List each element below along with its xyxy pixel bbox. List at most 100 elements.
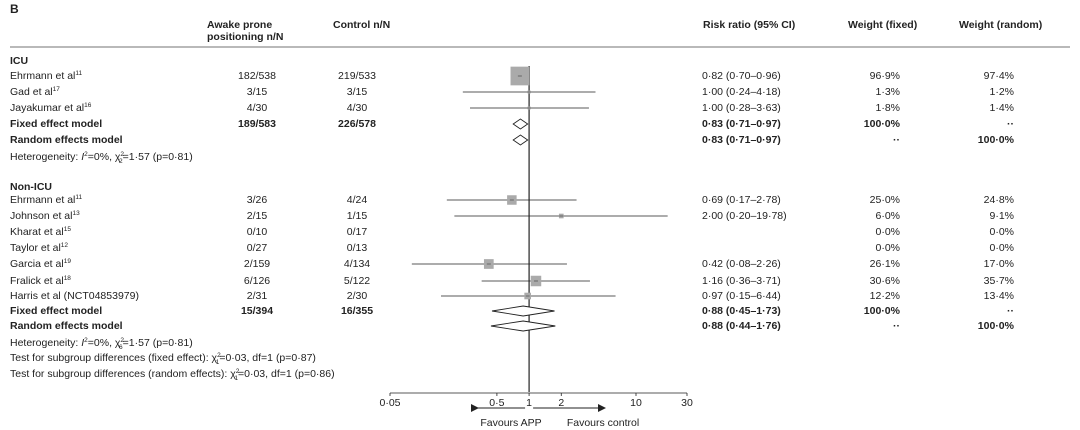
study-name: Kharat et al15 bbox=[10, 226, 71, 238]
study-name: Fralick et al18 bbox=[10, 275, 71, 287]
study-name: Harris et al (NCT04853979) bbox=[10, 290, 139, 302]
x-tick-label: 30 bbox=[681, 397, 693, 409]
study-weight-fixed: 1·8% bbox=[875, 102, 900, 114]
study-name: Ehrmann et al11 bbox=[10, 194, 83, 206]
study-control-count: 4/30 bbox=[346, 102, 368, 114]
summary-diamond bbox=[491, 305, 555, 317]
study-weight-random: 1·2% bbox=[989, 86, 1014, 98]
header-weight-random: Weight (random) bbox=[959, 19, 1043, 31]
summary-weight-random: 100·0% bbox=[977, 134, 1014, 146]
study-app-count: 2/31 bbox=[246, 290, 268, 302]
study-control-count: 0/13 bbox=[346, 242, 368, 254]
icu-section-title: ICU bbox=[10, 55, 29, 67]
summary-weight-random: 100·0% bbox=[977, 320, 1014, 332]
study-app-count: 2/159 bbox=[243, 258, 271, 270]
study-weight-random: 0·0% bbox=[989, 226, 1014, 238]
study-weight-fixed: 12·2% bbox=[869, 290, 900, 302]
subgroup-test-fixed: Test for subgroup differences (fixed eff… bbox=[10, 352, 316, 367]
study-control-count: 5/122 bbox=[343, 275, 371, 287]
study-risk-ratio: 0·97 (0·15–6·44) bbox=[702, 290, 781, 302]
study-name: Gad et al17 bbox=[10, 86, 60, 98]
summary-weight-fixed: ·· bbox=[893, 134, 900, 146]
study-weight-random: 1·4% bbox=[989, 102, 1014, 114]
study-control-count: 4/134 bbox=[343, 258, 371, 270]
favours-app-label: Favours APP bbox=[480, 417, 542, 429]
study-app-count: 4/30 bbox=[246, 102, 268, 114]
study-weight-fixed: 0·0% bbox=[875, 242, 900, 254]
summary-app-count: 15/394 bbox=[240, 305, 274, 317]
study-control-count: 0/17 bbox=[346, 226, 368, 238]
summary-name: Fixed effect model bbox=[10, 118, 103, 130]
panel-label: B bbox=[10, 2, 19, 16]
header-app-line1: Awake prone bbox=[207, 19, 273, 31]
study-weight-random: 17·0% bbox=[983, 258, 1014, 270]
summary-risk-ratio: 0·88 (0·44–1·76) bbox=[702, 320, 781, 332]
study-name: Johnson et al13 bbox=[10, 210, 80, 222]
x-tick-label: 1 bbox=[526, 397, 532, 409]
summary-name: Random effects model bbox=[10, 320, 123, 332]
subgroup-test-random: Test for subgroup differences (random ef… bbox=[10, 368, 335, 383]
summary-risk-ratio: 0·83 (0·71–0·97) bbox=[702, 134, 781, 146]
icu-heterogeneity: Heterogeneity: I2=0%, χ22=1·57 (p=0·81) bbox=[10, 151, 193, 166]
summary-risk-ratio: 0·88 (0·45–1·73) bbox=[702, 305, 781, 317]
study-weight-random: 0·0% bbox=[989, 242, 1014, 254]
nonicu-section-title: Non-ICU bbox=[10, 181, 52, 193]
study-control-count: 219/533 bbox=[338, 70, 376, 82]
study-weight-random: 24·8% bbox=[983, 194, 1014, 206]
study-risk-ratio: 1·16 (0·36–3·71) bbox=[702, 275, 781, 287]
study-weight-fixed: 6·0% bbox=[875, 210, 900, 222]
x-tick-label: 0·05 bbox=[379, 397, 400, 409]
header-weight-fixed: Weight (fixed) bbox=[848, 19, 918, 31]
study-control-count: 2/30 bbox=[346, 290, 368, 302]
header-control: Control n/N bbox=[333, 19, 391, 31]
summary-weight-random: ·· bbox=[1007, 118, 1014, 130]
summary-name: Fixed effect model bbox=[10, 305, 103, 317]
summary-weight-fixed: ·· bbox=[893, 320, 900, 332]
study-control-count: 4/24 bbox=[346, 194, 368, 206]
study-app-count: 2/15 bbox=[246, 210, 268, 222]
study-weight-fixed: 0·0% bbox=[875, 226, 900, 238]
study-weight-fixed: 26·1% bbox=[869, 258, 900, 270]
study-weight-fixed: 1·3% bbox=[875, 86, 900, 98]
summary-app-count: 189/583 bbox=[238, 118, 276, 130]
study-weight-fixed: 30·6% bbox=[869, 275, 900, 287]
favours-control-label: Favours control bbox=[566, 417, 640, 429]
summary-weight-random: ·· bbox=[1007, 305, 1014, 317]
study-risk-ratio: 0·82 (0·70–0·96) bbox=[702, 70, 781, 82]
study-weight-fixed: 96·9% bbox=[869, 70, 900, 82]
x-tick-label: 0·5 bbox=[489, 397, 504, 409]
study-risk-ratio: 1·00 (0·28–3·63) bbox=[702, 102, 781, 114]
study-name: Taylor et al12 bbox=[10, 242, 69, 254]
study-weight-random: 35·7% bbox=[983, 275, 1014, 287]
study-risk-ratio: 0·69 (0·17–2·78) bbox=[702, 194, 781, 206]
summary-name: Random effects model bbox=[10, 134, 123, 146]
study-risk-ratio: 1·00 (0·24–4·18) bbox=[702, 86, 781, 98]
study-weight-random: 13·4% bbox=[983, 290, 1014, 302]
study-risk-ratio: 2·00 (0·20–19·78) bbox=[702, 210, 787, 222]
study-app-count: 0/10 bbox=[246, 226, 268, 238]
summary-risk-ratio: 0·83 (0·71–0·97) bbox=[702, 118, 781, 130]
study-name: Garcia et al19 bbox=[10, 258, 71, 270]
x-tick-label: 2 bbox=[558, 397, 564, 409]
summary-diamond bbox=[512, 134, 529, 146]
header-risk-ratio: Risk ratio (95% CI) bbox=[703, 19, 796, 31]
summary-weight-fixed: 100·0% bbox=[863, 118, 900, 130]
study-app-count: 3/26 bbox=[246, 194, 268, 206]
x-tick-label: 10 bbox=[630, 397, 642, 409]
study-app-count: 182/538 bbox=[238, 70, 276, 82]
summary-weight-fixed: 100·0% bbox=[863, 305, 900, 317]
study-weight-fixed: 25·0% bbox=[869, 194, 900, 206]
study-control-count: 1/15 bbox=[346, 210, 368, 222]
summary-control-count: 226/578 bbox=[338, 118, 376, 130]
summary-control-count: 16/355 bbox=[340, 305, 374, 317]
study-risk-ratio: 0·42 (0·08–2·26) bbox=[702, 258, 781, 270]
study-weight-random: 97·4% bbox=[983, 70, 1014, 82]
study-name: Jayakumar et al16 bbox=[10, 102, 92, 114]
study-weight-random: 9·1% bbox=[989, 210, 1014, 222]
study-app-count: 0/27 bbox=[246, 242, 268, 254]
study-control-count: 3/15 bbox=[346, 86, 368, 98]
header-app-line2: positioning n/N bbox=[207, 31, 284, 43]
study-app-count: 3/15 bbox=[246, 86, 268, 98]
